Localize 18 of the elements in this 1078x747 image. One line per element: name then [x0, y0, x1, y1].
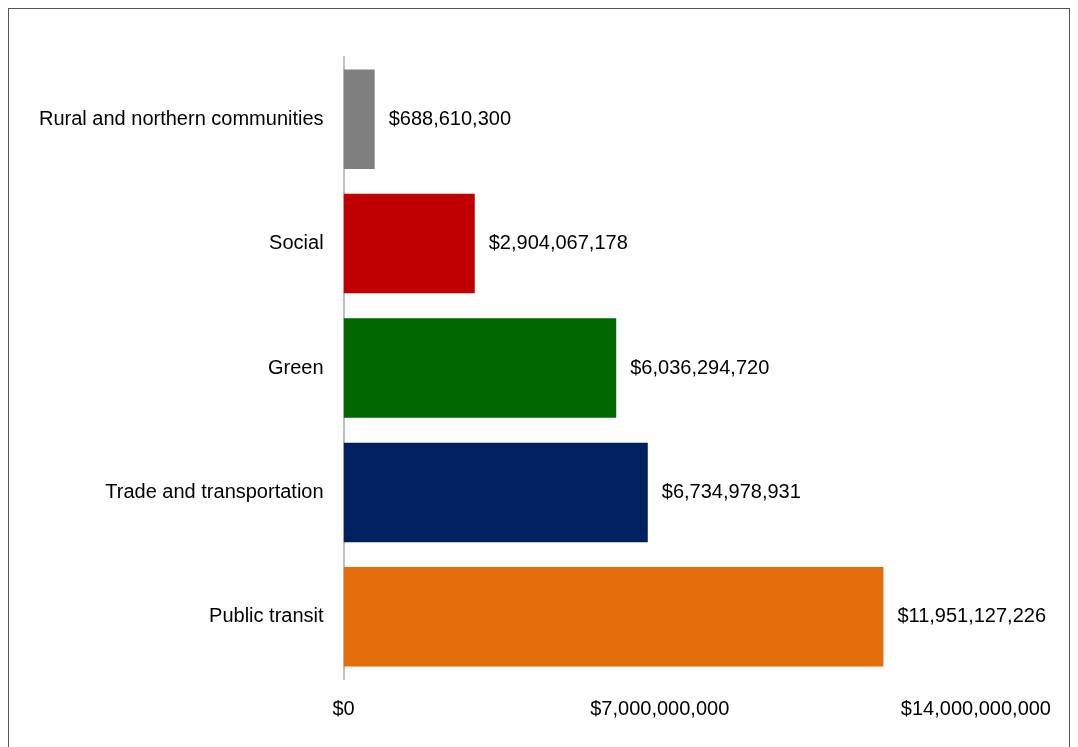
data-label: $688,610,300: [388, 106, 512, 129]
x-tick-label: $7,000,000,000: [590, 696, 730, 719]
bar: [343, 318, 617, 418]
y-tick-label: Trade and transportation: [105, 479, 324, 502]
data-label: $6,036,294,720: [630, 355, 770, 378]
bar: [343, 69, 375, 169]
data-label: $11,951,127,226: [897, 604, 1047, 627]
y-tick-label: Rural and northern communities: [38, 106, 324, 129]
bar: [343, 442, 648, 543]
x-tick-label: $0: [332, 696, 355, 719]
y-tick-label: Public transit: [209, 604, 325, 627]
x-tick-label: $14,000,000,000: [900, 696, 1051, 719]
data-label: $2,904,067,178: [488, 231, 628, 254]
bar: [343, 567, 884, 667]
y-tick-label: Green: [267, 355, 324, 378]
y-tick-label: Social: [269, 231, 324, 254]
bar: [343, 193, 475, 294]
data-label: $6,734,978,931: [661, 479, 801, 502]
